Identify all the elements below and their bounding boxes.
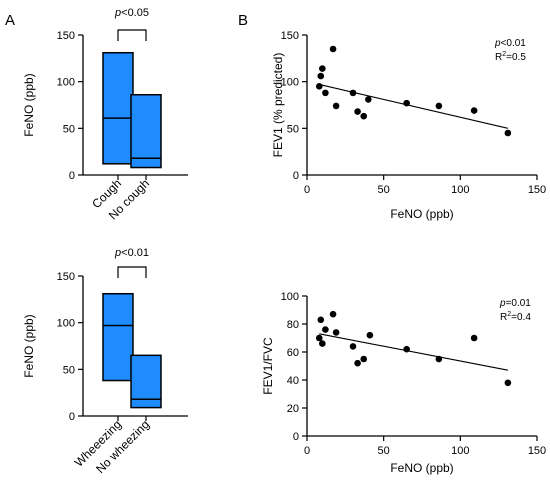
y-axis-label: FEV1 (% predicted) bbox=[271, 53, 285, 158]
data-point bbox=[329, 310, 337, 318]
x-tick-label: 100 bbox=[451, 445, 469, 457]
trendline bbox=[319, 333, 508, 371]
fev1-fvc-feno-scatter: 0 20 40 60 80 100 0 50 100 150 FEV1/FVC FeNO (ppb) p… bbox=[261, 291, 546, 475]
y-tick-label: 0 bbox=[293, 431, 299, 443]
r-symbol: R bbox=[495, 52, 502, 63]
data-point bbox=[317, 72, 325, 80]
r-squared: R2=0.5 bbox=[495, 51, 526, 63]
y-tick-label: 150 bbox=[281, 30, 299, 42]
y-tick-label: 100 bbox=[57, 318, 75, 330]
y-tick-label: 0 bbox=[69, 170, 75, 182]
x-tick-label: 50 bbox=[378, 445, 390, 457]
y-tick-label: 60 bbox=[287, 347, 299, 359]
p-value: p<0.05 bbox=[114, 7, 149, 19]
p-symbol: p bbox=[499, 298, 506, 309]
r-symbol: R bbox=[500, 312, 507, 323]
y-axis-label: FEV1/FVC bbox=[261, 337, 275, 395]
data-point bbox=[349, 89, 357, 97]
data-point bbox=[435, 355, 443, 363]
data-point bbox=[315, 334, 323, 342]
data-point bbox=[332, 329, 340, 336]
p-value-text: =0.01 bbox=[506, 298, 532, 309]
data-point bbox=[332, 102, 340, 110]
data-point bbox=[504, 379, 512, 387]
y-tick-label: 150 bbox=[57, 30, 75, 42]
significance-bracket bbox=[117, 266, 147, 278]
x-tick-label: 150 bbox=[528, 445, 546, 457]
y-tick-label: 100 bbox=[57, 77, 75, 89]
p-value-text: <0.05 bbox=[121, 7, 149, 19]
p-symbol: p bbox=[494, 38, 501, 49]
data-point bbox=[435, 102, 443, 110]
y-tick-label: 100 bbox=[281, 77, 299, 89]
significance-bracket bbox=[117, 29, 147, 41]
y-tick-label: 150 bbox=[57, 271, 75, 283]
data-point bbox=[319, 65, 326, 72]
y-tick-label: 0 bbox=[69, 411, 75, 423]
panel-label-b: B bbox=[238, 12, 248, 29]
x-tick-label: 50 bbox=[378, 184, 390, 196]
y-tick-label: 50 bbox=[63, 123, 75, 135]
y-tick-label: 50 bbox=[63, 364, 75, 376]
range-bar bbox=[102, 51, 134, 165]
data-point bbox=[360, 112, 368, 120]
r-squared-value: =0.4 bbox=[511, 312, 531, 323]
y-axis-label: FeNO (ppb) bbox=[22, 314, 36, 377]
data-point bbox=[317, 316, 325, 324]
data-point bbox=[322, 326, 329, 333]
x-tick-label: 100 bbox=[451, 184, 469, 196]
data-point bbox=[470, 107, 478, 114]
y-axis-label: FeNO (ppb) bbox=[22, 73, 36, 136]
p-value: p<0.01 bbox=[494, 38, 526, 49]
trendline bbox=[319, 83, 508, 129]
data-point bbox=[365, 96, 372, 103]
data-point bbox=[354, 108, 361, 115]
data-point bbox=[403, 99, 410, 107]
x-axis-label: FeNO (ppb) bbox=[390, 207, 453, 221]
r-superscript: 2 bbox=[502, 51, 506, 58]
p-symbol: p bbox=[114, 247, 121, 259]
x-tick-label: 0 bbox=[304, 184, 310, 196]
x-axis-label: FeNO (ppb) bbox=[390, 461, 453, 475]
y-tick-label: 100 bbox=[281, 291, 299, 303]
p-value: p<0.01 bbox=[114, 247, 149, 259]
y-tick-label: 0 bbox=[293, 170, 299, 182]
data-point bbox=[403, 345, 410, 353]
data-point bbox=[322, 89, 329, 97]
data-point bbox=[319, 340, 326, 347]
data-point bbox=[360, 355, 368, 363]
data-point bbox=[315, 83, 323, 90]
r-squared-value: =0.5 bbox=[506, 52, 526, 63]
p-value-text: <0.01 bbox=[501, 38, 527, 49]
data-point bbox=[504, 129, 512, 137]
data-point bbox=[366, 331, 374, 339]
range-bar bbox=[102, 292, 134, 382]
p-value: p=0.01 bbox=[499, 298, 531, 309]
range-bar bbox=[130, 93, 162, 169]
panel-label-a: A bbox=[5, 12, 15, 29]
r-squared: R2=0.4 bbox=[500, 311, 531, 323]
y-tick-label: 50 bbox=[287, 123, 299, 135]
x-tick-label: 0 bbox=[304, 445, 310, 457]
r-superscript: 2 bbox=[507, 311, 511, 318]
p-symbol: p bbox=[114, 7, 121, 19]
y-tick-label: 40 bbox=[287, 375, 299, 387]
x-tick-label: 150 bbox=[528, 184, 546, 196]
data-point bbox=[470, 334, 478, 342]
p-value-text: <0.01 bbox=[121, 247, 149, 259]
data-point bbox=[349, 343, 357, 350]
y-tick-label: 80 bbox=[287, 319, 299, 331]
data-point bbox=[354, 359, 361, 367]
fev1-feno-scatter: 0 50 100 150 0 50 100 150 FEV1 (% predicted) FeNO… bbox=[271, 30, 546, 221]
data-point bbox=[329, 45, 337, 53]
y-tick-label: 20 bbox=[287, 403, 299, 415]
